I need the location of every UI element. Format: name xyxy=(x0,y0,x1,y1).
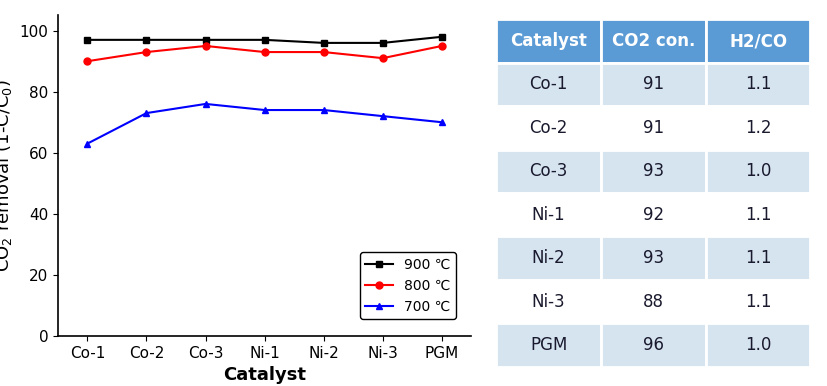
800 ℃ xyxy=(201,44,211,48)
900 ℃ xyxy=(260,37,270,42)
700 ℃ xyxy=(318,108,328,112)
700 ℃ xyxy=(437,120,447,125)
Bar xyxy=(705,323,810,367)
Text: Co-3: Co-3 xyxy=(529,162,568,180)
Bar xyxy=(601,63,705,106)
Bar xyxy=(705,106,810,149)
Line: 900 ℃: 900 ℃ xyxy=(84,33,445,46)
Bar xyxy=(705,193,810,236)
Text: 91: 91 xyxy=(643,119,664,137)
Text: 96: 96 xyxy=(643,336,664,354)
Legend: 900 ℃, 800 ℃, 700 ℃: 900 ℃, 800 ℃, 700 ℃ xyxy=(360,252,457,319)
Bar xyxy=(705,19,810,63)
800 ℃ xyxy=(141,50,151,54)
Bar xyxy=(705,236,810,280)
700 ℃ xyxy=(201,102,211,106)
Text: PGM: PGM xyxy=(530,336,567,354)
700 ℃ xyxy=(378,114,388,119)
900 ℃ xyxy=(318,41,328,45)
Line: 700 ℃: 700 ℃ xyxy=(84,100,445,147)
Bar xyxy=(496,236,601,280)
Text: 1.0: 1.0 xyxy=(745,336,772,354)
900 ℃ xyxy=(141,37,151,42)
900 ℃ xyxy=(83,37,93,42)
Bar xyxy=(601,106,705,149)
Bar xyxy=(496,323,601,367)
Text: 1.1: 1.1 xyxy=(745,249,772,267)
Bar xyxy=(601,280,705,323)
Text: 1.2: 1.2 xyxy=(745,119,772,137)
700 ℃ xyxy=(260,108,270,112)
Bar xyxy=(496,19,601,63)
Text: 93: 93 xyxy=(643,249,664,267)
800 ℃ xyxy=(318,50,328,54)
Text: 91: 91 xyxy=(643,75,664,93)
Bar xyxy=(601,149,705,193)
Text: Ni-3: Ni-3 xyxy=(532,293,566,311)
X-axis label: Catalyst: Catalyst xyxy=(223,366,306,384)
Bar xyxy=(705,149,810,193)
Text: CO2 con.: CO2 con. xyxy=(612,32,695,50)
Text: Co-1: Co-1 xyxy=(529,75,568,93)
800 ℃ xyxy=(260,50,270,54)
Bar xyxy=(705,63,810,106)
Text: Catalyst: Catalyst xyxy=(510,32,587,50)
Bar xyxy=(496,149,601,193)
Bar xyxy=(705,280,810,323)
Line: 800 ℃: 800 ℃ xyxy=(84,42,445,65)
900 ℃ xyxy=(437,34,447,39)
900 ℃ xyxy=(201,37,211,42)
700 ℃ xyxy=(141,111,151,115)
Text: 93: 93 xyxy=(643,162,664,180)
800 ℃ xyxy=(83,59,93,64)
Bar xyxy=(496,63,601,106)
Text: H2/CO: H2/CO xyxy=(729,32,787,50)
700 ℃ xyxy=(83,141,93,146)
Bar xyxy=(601,236,705,280)
Text: 1.1: 1.1 xyxy=(745,293,772,311)
Text: 92: 92 xyxy=(643,206,664,224)
Text: 1.1: 1.1 xyxy=(745,75,772,93)
Bar xyxy=(601,323,705,367)
Text: Ni-2: Ni-2 xyxy=(532,249,566,267)
Text: Ni-1: Ni-1 xyxy=(532,206,566,224)
Bar xyxy=(496,193,601,236)
800 ℃ xyxy=(437,44,447,48)
Bar xyxy=(601,19,705,63)
Text: 1.0: 1.0 xyxy=(745,162,772,180)
Bar xyxy=(601,193,705,236)
Text: 88: 88 xyxy=(643,293,664,311)
Bar xyxy=(496,106,601,149)
Bar xyxy=(496,280,601,323)
Y-axis label: CO$_2$ removal (1-C/C$_0$): CO$_2$ removal (1-C/C$_0$) xyxy=(0,79,14,272)
Text: 1.1: 1.1 xyxy=(745,206,772,224)
900 ℃ xyxy=(378,41,388,45)
800 ℃ xyxy=(378,56,388,61)
Text: Co-2: Co-2 xyxy=(529,119,568,137)
